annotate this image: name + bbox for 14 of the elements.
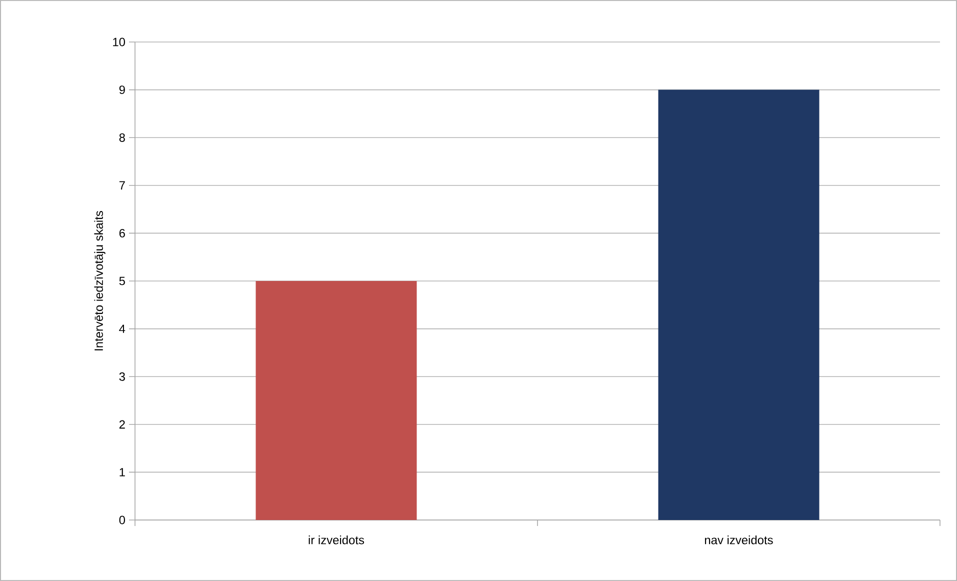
y-tick-label: 1	[120, 468, 125, 476]
y-tick-label: 5	[119, 276, 125, 286]
y-tick-label: 4	[119, 324, 126, 333]
y-tick-label: 3	[119, 372, 125, 381]
y-tick-label: 2	[119, 420, 125, 429]
y-tick-label: 6	[119, 228, 125, 238]
y-tick-label: 10	[113, 38, 126, 46]
y-tick-label: 8	[119, 133, 125, 142]
y-tick-label: 0	[119, 516, 126, 524]
x-tick-label: nav izveidots	[705, 536, 773, 544]
x-tick-label: ir izveidots	[308, 536, 364, 544]
y-tick-label: 7	[119, 181, 125, 190]
y-axis-title: Intervēto iedzīvotāju skaits	[94, 211, 106, 350]
y-tick-label: 9	[119, 86, 125, 94]
